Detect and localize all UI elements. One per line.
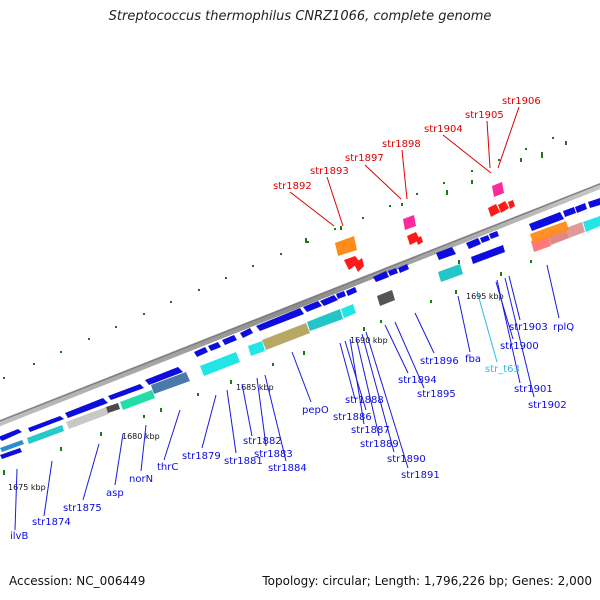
rna-labels: str1892 str1893 str1897 str1898 str1904 …	[273, 96, 541, 192]
gene-label-str1893: str1893	[310, 166, 349, 177]
gene-label-str1895: str1895	[417, 389, 456, 400]
gene-label-str1891: str1891	[401, 470, 440, 481]
gene-label-rplQ: rplQ	[553, 322, 574, 333]
gene-labels: ilvB str1874 str1875 asp norN thrC str18…	[10, 322, 574, 542]
gene-label-str1883: str1883	[254, 449, 293, 460]
gene-label-str1879: str1879	[182, 451, 221, 462]
gene-label-str1901: str1901	[514, 384, 553, 395]
scale-label-1695: 1695 kbp	[466, 292, 504, 301]
gene-label-str1884: str1884	[268, 463, 307, 474]
gene-label-str1903: str1903	[509, 322, 548, 333]
gene-label-str1898: str1898	[382, 139, 421, 150]
forward-cds-track	[0, 198, 600, 441]
gene-label-str1905: str1905	[465, 110, 504, 121]
gene-label-str1897: str1897	[345, 153, 384, 164]
genome-summary-text: Topology: circular; Length: 1,796,226 bp…	[262, 574, 592, 588]
gene-label-str1888: str1888	[345, 395, 384, 406]
cds-leader-lines	[15, 265, 559, 530]
gene-label-pepO: pepO	[302, 405, 329, 416]
gene-label-str1904: str1904	[424, 124, 463, 135]
scale-label-1675: 1675 kbp	[8, 483, 46, 492]
gene-label-str_t63: str_t63	[485, 364, 520, 375]
gene-label-str1875: str1875	[63, 503, 102, 514]
trna-leader-line	[477, 291, 497, 362]
gene-label-thrC: thrC	[157, 462, 178, 473]
gene-label-str1902: str1902	[528, 400, 567, 411]
gene-label-ilvB: ilvB	[10, 531, 28, 542]
gene-label-str1896: str1896	[420, 356, 459, 367]
scale-label-1680: 1680 kbp	[122, 432, 160, 441]
gene-label-norN: norN	[129, 474, 153, 485]
accession-text: Accession: NC_006449	[9, 574, 145, 588]
gene-label-str1906: str1906	[502, 96, 541, 107]
gene-label-fba: fba	[465, 354, 481, 365]
gene-label-str1889: str1889	[360, 439, 399, 450]
gene-label-str1894: str1894	[398, 375, 437, 386]
gene-label-str1890: str1890	[387, 454, 426, 465]
gene-label-str1900: str1900	[500, 341, 539, 352]
gene-label-str1886: str1886	[333, 412, 372, 423]
gene-label-str1887: str1887	[351, 425, 390, 436]
gene-label-str1882: str1882	[243, 436, 282, 447]
gene-label-str1892: str1892	[273, 181, 312, 192]
gene-label-str1874: str1874	[32, 517, 71, 528]
gene-label-asp: asp	[106, 488, 124, 499]
genome-map: 1675 kbp 1680 kbp 1685 kbp 1690 kbp 1695…	[0, 0, 600, 600]
